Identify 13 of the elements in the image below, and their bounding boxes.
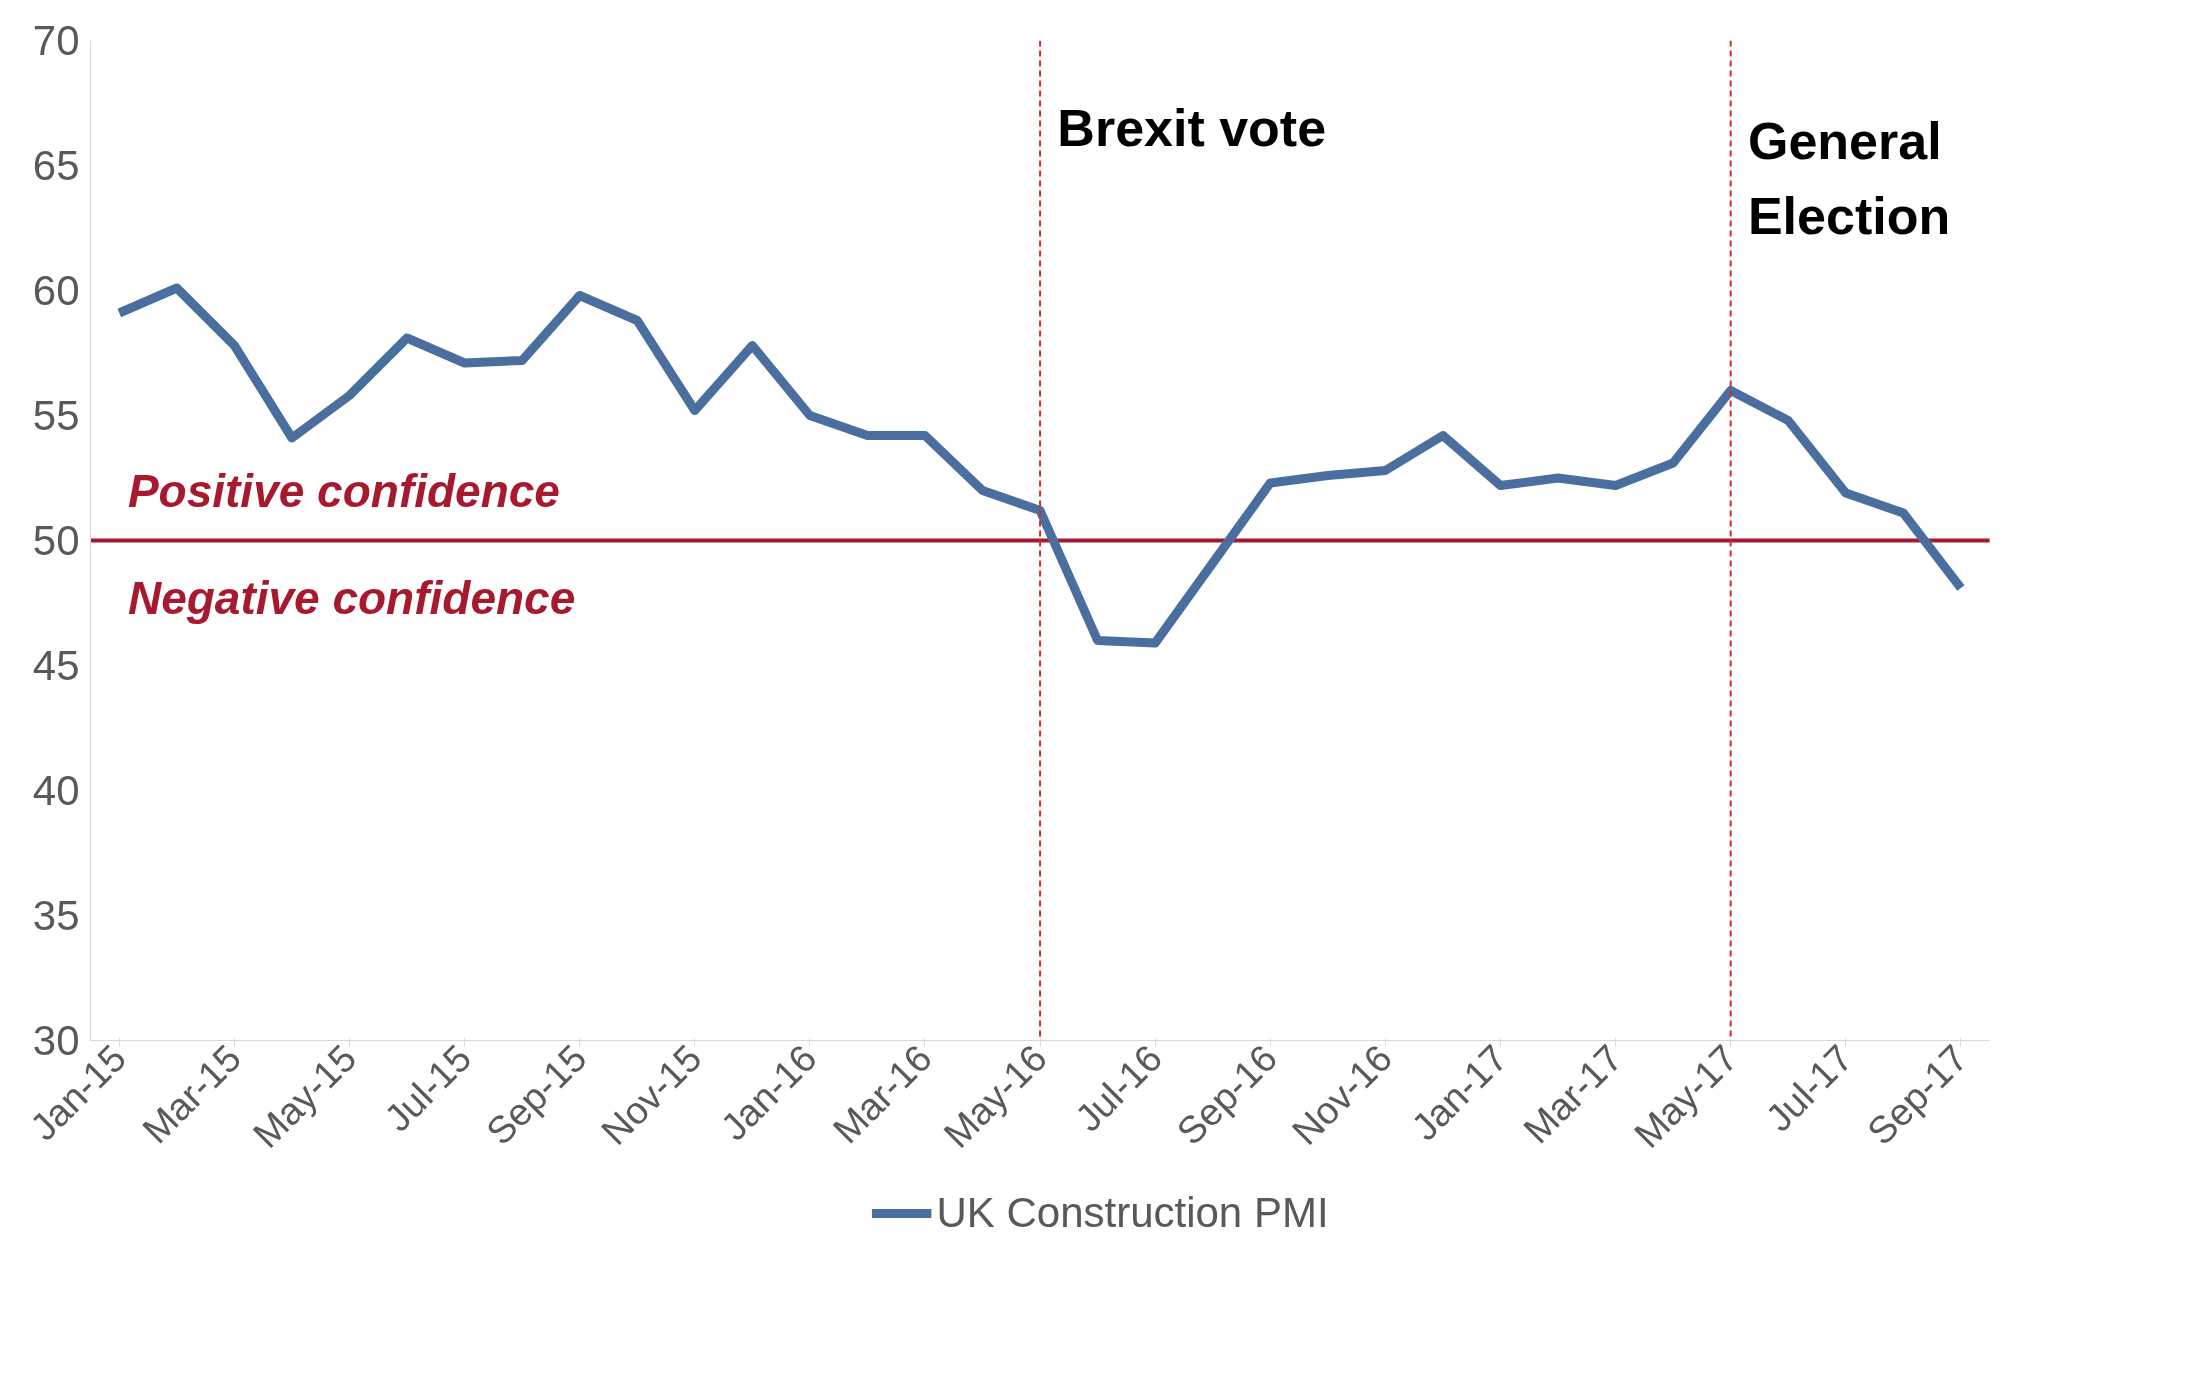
y-tick-label: 60 bbox=[32, 267, 80, 314]
ref-line-label: General Election bbox=[1747, 111, 1951, 245]
y-tick-label: 50 bbox=[32, 517, 80, 564]
y-tick-label: 65 bbox=[32, 142, 80, 189]
y-tick-label: 35 bbox=[32, 892, 80, 939]
ref-line-label: Brexit vote bbox=[1057, 99, 1327, 157]
annotation: Negative confidence bbox=[127, 572, 576, 624]
y-tick-label: 40 bbox=[32, 767, 80, 814]
y-tick-label: 55 bbox=[32, 392, 80, 439]
y-tick-label: 45 bbox=[32, 642, 80, 689]
y-tick-label: 70 bbox=[32, 17, 80, 64]
annotation: Positive confidence bbox=[127, 464, 560, 517]
legend-label: UK Construction PMI bbox=[936, 1189, 1329, 1237]
